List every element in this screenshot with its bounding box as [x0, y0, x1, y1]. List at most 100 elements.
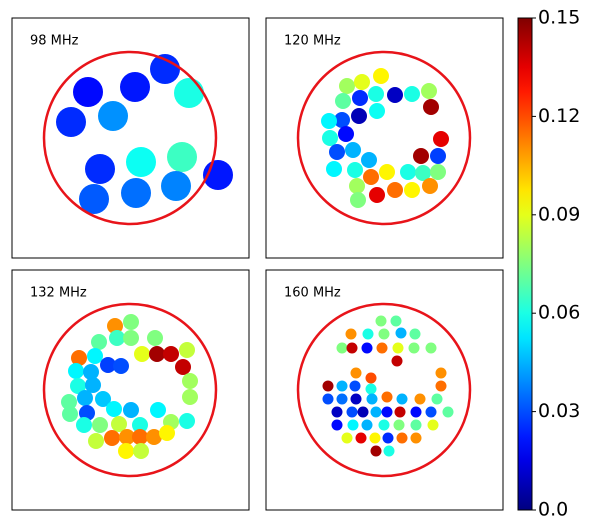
point: [370, 445, 382, 457]
point: [410, 432, 422, 444]
point: [425, 406, 437, 418]
point: [362, 328, 374, 340]
point: [149, 346, 165, 362]
point: [427, 419, 439, 431]
point: [98, 101, 128, 131]
point: [111, 416, 127, 432]
point: [109, 330, 125, 346]
point: [322, 130, 338, 146]
point: [431, 393, 443, 405]
point: [79, 184, 109, 214]
point: [350, 192, 366, 208]
point: [322, 393, 334, 405]
point: [347, 162, 363, 178]
point: [118, 443, 134, 459]
point: [341, 432, 353, 444]
point: [365, 383, 377, 395]
point: [167, 142, 197, 172]
boundary-circle: [42, 50, 218, 226]
point: [433, 131, 449, 147]
point: [435, 367, 447, 379]
colorbar-tick-label: 0.06: [538, 302, 580, 324]
point: [351, 108, 367, 124]
point: [347, 419, 359, 431]
point: [159, 425, 175, 441]
point: [119, 429, 135, 445]
colorbar-tick-label: 0.0: [538, 499, 568, 518]
point: [435, 380, 447, 392]
point: [391, 355, 403, 367]
point: [182, 373, 198, 389]
point: [408, 342, 420, 354]
point: [87, 348, 103, 364]
point: [182, 389, 198, 405]
point: [409, 328, 421, 340]
point: [366, 393, 378, 405]
point: [331, 419, 343, 431]
panel-title: 160 MHz: [284, 286, 341, 301]
point: [79, 405, 95, 421]
point: [430, 164, 446, 180]
point: [133, 443, 149, 459]
point: [350, 393, 362, 405]
point: [442, 406, 454, 418]
point: [383, 445, 395, 457]
point: [88, 433, 104, 449]
point: [179, 342, 195, 358]
point: [395, 327, 407, 339]
point: [85, 154, 115, 184]
point: [95, 391, 111, 407]
point: [381, 406, 393, 418]
point: [179, 413, 195, 429]
point: [369, 187, 385, 203]
point: [415, 165, 431, 181]
point: [150, 402, 166, 418]
point: [396, 393, 408, 405]
point: [163, 346, 179, 362]
boundary-circle: [296, 302, 472, 478]
point: [321, 113, 337, 129]
point: [174, 78, 204, 108]
point: [373, 68, 389, 84]
point: [368, 86, 384, 102]
point: [387, 87, 403, 103]
point: [346, 406, 358, 418]
point: [345, 142, 361, 158]
point: [326, 161, 342, 177]
point: [376, 342, 388, 354]
point: [361, 342, 373, 354]
point: [336, 393, 348, 405]
point: [134, 346, 150, 362]
point: [423, 99, 439, 115]
point: [378, 419, 390, 431]
point: [361, 152, 377, 168]
point: [71, 350, 87, 366]
point: [335, 93, 351, 109]
point: [404, 182, 420, 198]
point: [381, 391, 393, 403]
point: [369, 103, 385, 119]
point: [390, 315, 402, 327]
point: [345, 328, 357, 340]
point: [322, 380, 334, 392]
point: [336, 342, 348, 354]
point: [120, 72, 150, 102]
point: [421, 83, 437, 99]
point: [92, 417, 108, 433]
boundary-circle: [296, 50, 472, 226]
boundary-circle: [42, 302, 218, 478]
point: [123, 330, 139, 346]
point: [338, 126, 354, 142]
panel-frame: [11, 17, 250, 259]
point: [410, 419, 422, 431]
point: [355, 432, 367, 444]
colorbar-tick-label: 0.15: [538, 7, 580, 29]
point: [346, 342, 358, 354]
point: [146, 429, 162, 445]
point: [68, 363, 84, 379]
point: [379, 164, 395, 180]
point: [100, 357, 116, 373]
point: [382, 432, 394, 444]
colorbar-tick-label: 0.12: [538, 105, 580, 127]
point: [349, 380, 361, 392]
